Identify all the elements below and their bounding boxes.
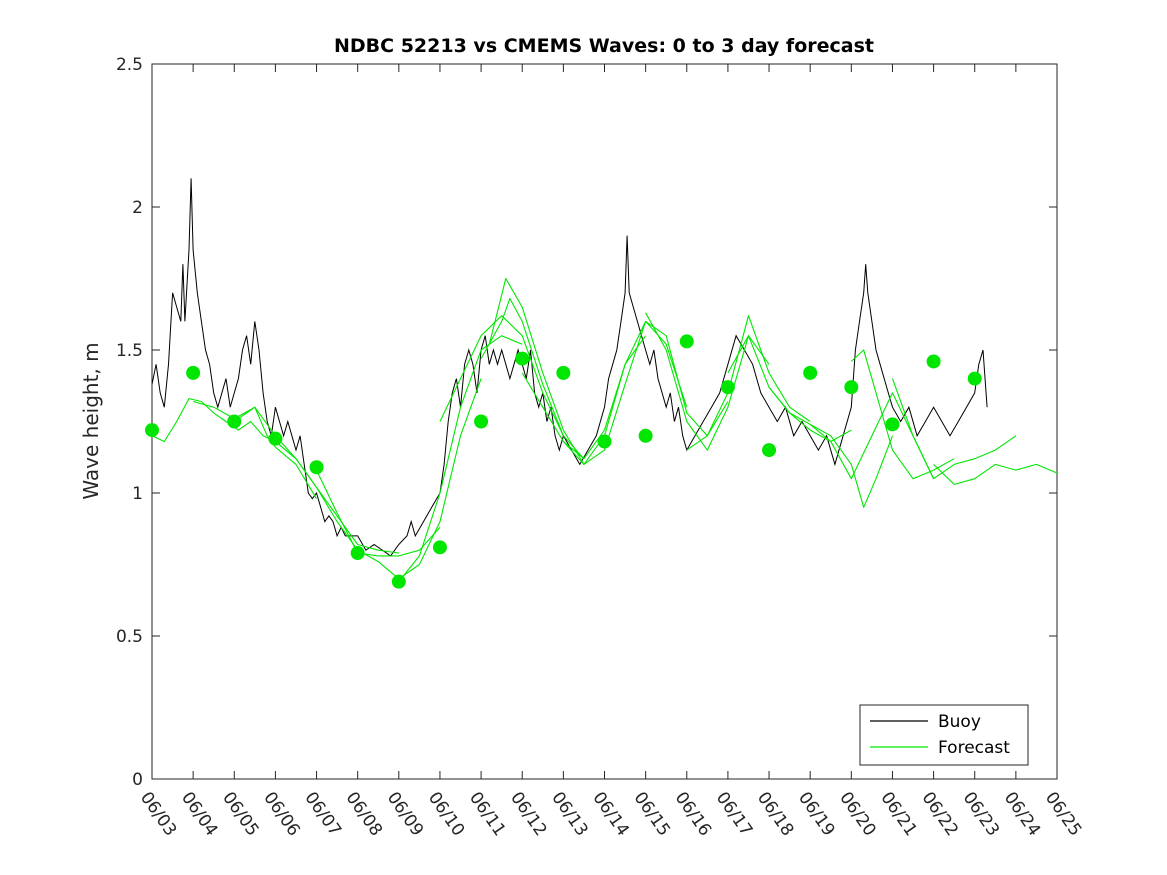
forecast-start-marker	[926, 354, 941, 369]
forecast-start-marker	[556, 365, 571, 380]
forecast-start-marker	[679, 334, 694, 349]
x-tick-label: 06/08	[342, 788, 386, 840]
y-axis: 0 0.5 1 1.5 2 2.5	[116, 55, 1057, 790]
forecast-start-marker	[268, 431, 283, 446]
forecast-start-marker	[597, 434, 612, 449]
forecast-run-line	[933, 463, 1058, 485]
forecast-start-marker	[638, 428, 653, 443]
x-tick-label: 06/09	[383, 788, 427, 840]
y-tick-label: 0	[132, 770, 143, 790]
y-tick-label: 2.5	[116, 55, 143, 75]
x-tick-label: 06/25	[1041, 788, 1085, 840]
x-tick-label: 06/17	[712, 788, 756, 840]
x-tick-label: 06/21	[876, 788, 920, 840]
forecast-run-line	[275, 441, 399, 554]
x-tick-label: 06/16	[671, 788, 715, 840]
y-tick-label: 1.5	[116, 341, 143, 361]
x-tick-label: 06/05	[218, 788, 262, 840]
forecast-run-line	[316, 469, 441, 557]
x-tick-label: 06/11	[465, 788, 509, 840]
x-tick-label: 06/20	[835, 788, 879, 840]
forecast-run-line	[357, 378, 482, 580]
forecast-start-marker	[309, 460, 324, 475]
forecast-start-marker	[803, 365, 818, 380]
x-tick-label: 06/19	[794, 788, 838, 840]
legend-forecast-label: Forecast	[938, 738, 1010, 758]
x-tick-label: 06/18	[753, 788, 797, 840]
x-tick-label: 06/13	[547, 788, 591, 840]
x-tick-label: 06/15	[630, 788, 674, 840]
forecast-start-marker	[186, 365, 201, 380]
forecast-start-marker	[515, 351, 530, 366]
legend-buoy-label: Buoy	[938, 712, 981, 732]
legend: Buoy Forecast	[859, 704, 1029, 766]
forecast-run-line	[480, 297, 585, 460]
forecast-run-line	[891, 378, 1017, 480]
forecast-start-marker	[885, 417, 900, 432]
chart-title: NDBC 52213 vs CMEMS Waves: 0 to 3 day fo…	[334, 35, 874, 57]
forecast-run-line	[850, 349, 955, 480]
forecast-run-line	[562, 320, 688, 465]
forecast-run-line	[686, 315, 811, 451]
y-tick-label: 2	[132, 198, 143, 218]
y-axis-label: Wave height, m	[79, 342, 103, 499]
y-tick-label: 1	[132, 484, 143, 504]
x-tick-label: 06/23	[959, 788, 1003, 840]
forecast-start-marker	[720, 380, 735, 395]
forecast-run-line	[439, 315, 564, 437]
forecast-start-marker	[145, 423, 159, 438]
plot-area	[145, 63, 1058, 780]
forecast-run-line	[768, 386, 894, 508]
x-tick-label: 06/24	[1000, 788, 1044, 840]
forecast-run-line	[192, 400, 317, 499]
y-tick-label: 0.5	[116, 627, 143, 647]
x-tick-label: 06/04	[177, 788, 221, 840]
forecast-start-marker	[474, 414, 489, 429]
x-tick-label: 06/22	[917, 788, 961, 840]
forecast-start-marker	[432, 540, 447, 555]
forecast-start-marker	[844, 380, 859, 395]
forecast-run-line	[398, 335, 523, 583]
legend-box	[859, 704, 1029, 766]
x-tick-label: 06/03	[136, 788, 180, 840]
x-tick-label: 06/14	[588, 788, 632, 840]
x-tick-label: 06/06	[259, 788, 303, 840]
forecast-start-marker	[391, 574, 406, 589]
forecast-start-marker	[967, 371, 982, 386]
forecast-start-marker	[350, 546, 365, 561]
forecast-run-line	[151, 398, 297, 460]
x-tick-label: 06/07	[300, 788, 344, 840]
x-tick-label: 06/12	[506, 788, 550, 840]
forecast-start-marker	[227, 414, 242, 429]
x-tick-label: 06/10	[424, 788, 468, 840]
buoy-series-line	[151, 178, 988, 557]
forecast-start-marker	[762, 443, 777, 458]
